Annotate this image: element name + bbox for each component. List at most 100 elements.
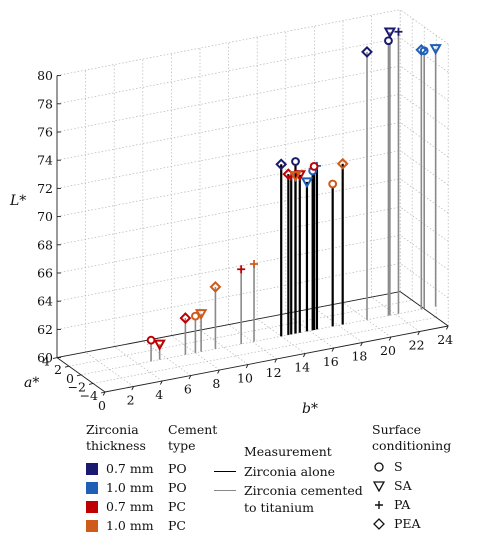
x-tick — [217, 369, 220, 374]
x-tick-label: 14 — [294, 360, 310, 375]
legend: Zirconia thickness 0.7 mm 1.0 mm 0.7 mm … — [0, 422, 486, 545]
data-point-triangle — [383, 27, 397, 39]
z-axis-label: L* — [9, 193, 26, 209]
z-tick-label: 72 — [37, 181, 53, 196]
chart-stems — [150, 31, 437, 362]
legend-thickness: 1.0 mm — [106, 479, 154, 495]
grid-line — [285, 313, 335, 349]
grid-line — [56, 37, 401, 105]
grid-line — [85, 351, 134, 387]
legend-group-row: 0.7 mm — [86, 497, 154, 516]
triangle-down-marker-icon — [372, 480, 386, 492]
x-tick-label: 6 — [184, 382, 192, 397]
legend-surface-item: PEA — [372, 514, 451, 533]
chart-markers — [146, 27, 442, 351]
legend-cement-header-1: Cement — [168, 422, 218, 437]
legend-cement-header-2: type — [168, 438, 196, 453]
legend-surface-column: Surface conditioning S SA PA PEA — [372, 422, 451, 533]
grid-line — [399, 178, 449, 214]
legend-cement-column: Cement type PO PO PC PC — [168, 422, 217, 535]
x-tick-label: 18 — [351, 349, 367, 364]
grid-line — [228, 324, 277, 360]
legend-line-grey — [214, 490, 236, 491]
legend-cement-item: PO — [168, 479, 187, 495]
grid-line — [399, 263, 449, 299]
z-tick-label: 76 — [37, 125, 53, 140]
legend-swatch — [86, 519, 98, 532]
grid-line — [171, 335, 220, 371]
x-tick — [159, 380, 163, 385]
chart-3d-stem: 0 2 4 6 8 10 12 14 16 18 20 22 24−4−2024606264666870… — [9, 9, 453, 417]
z-tick-label: 66 — [37, 266, 53, 281]
y-tick-label: 4 — [42, 354, 50, 369]
legend-thickness: 1.0 mm — [106, 517, 154, 533]
axis-edge — [56, 291, 401, 359]
data-point-triangle — [194, 309, 208, 321]
z-tick-label: 68 — [37, 237, 53, 252]
x-tick — [245, 364, 249, 369]
grid-line — [399, 65, 449, 101]
x-tick — [102, 391, 106, 396]
x-tick-label: 24 — [437, 332, 453, 347]
legend-group-row: 1.0 mm — [86, 478, 154, 497]
legend-measurement-item: Zirconia alone — [214, 462, 363, 481]
grid-line — [371, 296, 420, 332]
legend-thickness: 0.7 mm — [106, 460, 154, 476]
legend-cement-item: PC — [168, 517, 186, 533]
y-tick — [52, 357, 58, 360]
data-point-circle — [328, 179, 338, 189]
y-tick-label: −4 — [80, 388, 98, 403]
data-point-circle — [146, 335, 156, 345]
z-tick-label: 60 — [37, 350, 53, 365]
legend-surface-header-2: conditioning — [372, 438, 452, 453]
legend-zirconia-header-2: thickness — [86, 438, 146, 453]
data-point-plus — [250, 259, 259, 268]
x-tick-label: 16 — [323, 354, 339, 369]
data-point-circle — [309, 162, 319, 171]
legend-measurement-item: Zirconia cemented — [214, 481, 363, 500]
grid-line — [92, 317, 437, 384]
grid-line — [113, 346, 163, 382]
grid-line — [314, 307, 363, 343]
grid-line — [80, 308, 425, 376]
grid-line — [399, 206, 449, 242]
data-point-diamond — [415, 43, 428, 56]
legend-swatch — [86, 500, 98, 513]
data-point-diamond — [209, 280, 222, 293]
x-tick-label: 12 — [266, 365, 282, 380]
z-tick-label: 74 — [37, 153, 53, 168]
plus-marker-icon — [372, 499, 386, 511]
grid-line — [199, 329, 249, 365]
circle-marker-icon — [372, 461, 386, 473]
x-tick — [360, 342, 363, 347]
legend-measurement-item-cont: to titanium — [244, 500, 314, 515]
legend-zirconia-header-1: Zirconia — [86, 422, 139, 437]
y-axis-label: a* — [24, 375, 39, 391]
x-tick — [274, 358, 278, 363]
legend-line-black — [214, 471, 236, 472]
z-tick-label: 80 — [37, 68, 53, 83]
x-tick — [188, 375, 192, 380]
legend-swatch — [86, 462, 98, 475]
data-point-diamond — [179, 312, 192, 324]
data-point-diamond — [361, 45, 373, 58]
data-point-triangle — [300, 177, 314, 189]
legend-swatch — [86, 481, 98, 494]
legend-group-row: 0.7 mm — [86, 459, 154, 478]
data-point-plus — [237, 265, 246, 274]
x-tick-label: 20 — [380, 343, 396, 358]
x-tick — [131, 386, 135, 391]
x-tick-label: 2 — [127, 393, 135, 408]
x-tick — [331, 347, 335, 352]
z-tick-label: 78 — [37, 96, 53, 111]
data-point-plus — [394, 27, 403, 36]
legend-group-row: 1.0 mm — [86, 516, 154, 535]
x-tick-label: 4 — [155, 387, 163, 402]
legend-surface-item: PA — [372, 495, 451, 514]
grid-line — [342, 302, 392, 338]
grid-line — [68, 299, 413, 367]
y-tick — [100, 391, 106, 394]
data-point-triangle — [289, 171, 302, 183]
x-tick — [388, 336, 392, 341]
legend-surface-item: SA — [372, 476, 451, 495]
